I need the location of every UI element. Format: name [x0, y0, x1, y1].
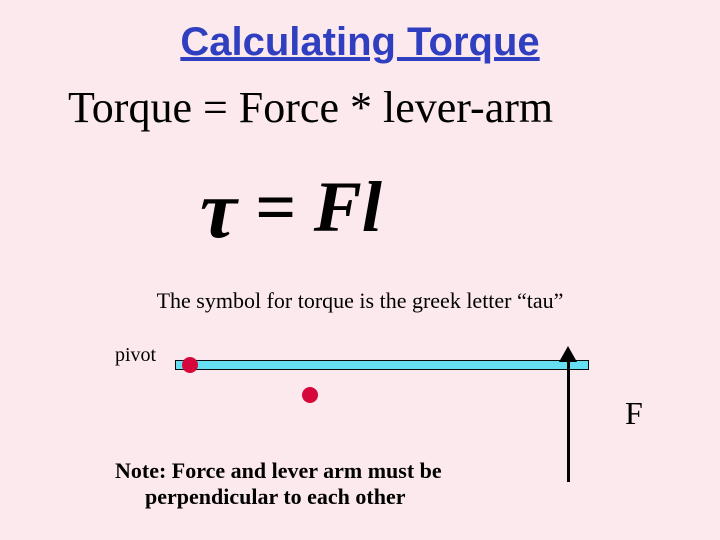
- force-arrow-head: [559, 346, 577, 362]
- tau-caption: The symbol for torque is the greek lette…: [0, 288, 720, 314]
- note-text: Note: Force and lever arm must be perpen…: [115, 458, 442, 510]
- formula-F: F: [314, 167, 362, 247]
- pivot-dot: [182, 357, 198, 373]
- center-dot: [302, 387, 318, 403]
- force-label: F: [625, 395, 643, 432]
- note-line2: perpendicular to each other: [115, 484, 442, 510]
- formula-eq: =: [237, 167, 314, 247]
- tau-symbol: τ: [200, 161, 237, 257]
- note-line1: Note: Force and lever arm must be: [115, 458, 442, 483]
- formula: τ = Fl: [200, 155, 382, 251]
- force-arrow-shaft: [567, 362, 570, 482]
- slide-title: Calculating Torque: [180, 20, 539, 65]
- slide: Calculating Torque Torque = Force * leve…: [0, 0, 720, 540]
- lever-bar: [175, 360, 589, 370]
- formula-l: l: [362, 167, 382, 247]
- equation-text: Torque = Force * lever-arm: [68, 82, 553, 133]
- pivot-label: pivot: [115, 344, 156, 367]
